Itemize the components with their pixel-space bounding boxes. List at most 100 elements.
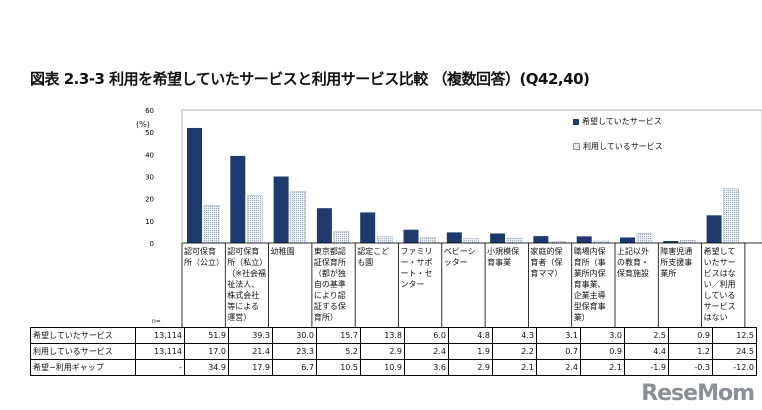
category-label: 希望していたサービスはない／利用しているサービスはない (703, 247, 736, 322)
value-cell: 2.5 (624, 327, 669, 344)
y-tick-label: 20 (145, 196, 154, 204)
bar-used (420, 237, 436, 244)
value-cell: 1.2 (668, 343, 713, 360)
value-cell: 3.6 (404, 359, 449, 376)
y-tick-label: 30 (145, 174, 154, 182)
value-cell: 3.0 (580, 327, 625, 344)
category-label: 認可保育所（私立）（※社会福祉法人、株式会社等による運営） (227, 247, 266, 322)
bar-desired (576, 236, 592, 243)
bar-used (636, 233, 653, 244)
n-cell: - (135, 359, 185, 376)
value-cell: 2.1 (492, 359, 537, 376)
value-cell: 0.9 (580, 343, 625, 360)
category-label: 認定こども園 (357, 247, 390, 267)
category-label: 上記以外の教育・保育施設 (617, 247, 649, 278)
bar-used (506, 237, 523, 244)
bar-desired (490, 233, 506, 243)
table-row: 希望していたサービス 13,114 51.9 39.3 30.0 15.7 13.8 6.0 4… (30, 327, 757, 344)
value-cell: 12.5 (712, 327, 757, 344)
row-label: 希望していたサービス (30, 327, 136, 344)
n-cell: 13,114 (135, 327, 185, 344)
y-tick-label: 40 (145, 151, 154, 159)
bar-used (203, 205, 220, 244)
category-label: 認可保育所（公立） (184, 247, 224, 267)
value-cell: 23.3 (272, 343, 317, 360)
value-cell: 51.9 (184, 327, 229, 344)
value-cell: 30.0 (272, 327, 317, 344)
value-cell: 6.0 (404, 327, 449, 344)
category-label: 障害児通所支援事業所 (660, 247, 693, 278)
bar-desired (187, 127, 202, 243)
legend-swatch-desired (573, 118, 579, 125)
n-label: n= (152, 318, 161, 325)
y-axis-unit: (%) (136, 120, 150, 129)
value-cell: 17.9 (228, 359, 273, 376)
category-label: ファミリー・サポート・センター (400, 247, 433, 289)
bar-desired (446, 232, 462, 243)
bar-used (377, 236, 393, 244)
value-cell: 0.7 (536, 343, 581, 360)
bar-desired (706, 215, 722, 243)
chart-title: 図表 2.3-3 利用を希望していたサービスと利用サービス比較 （複数回答）(Q… (30, 70, 590, 88)
value-cell: 17.0 (184, 343, 229, 360)
bar-desired (316, 208, 332, 243)
legend-label: 希望していたサービス (582, 117, 662, 126)
row-label: 希望−利用ギャップ (30, 359, 136, 376)
value-cell: 10.5 (316, 359, 361, 376)
legend-swatch-used (573, 143, 580, 150)
bar-desired (273, 176, 289, 243)
bar-desired (403, 229, 419, 243)
legend-label: 利用しているサービス (583, 142, 663, 151)
bar-desired (663, 241, 679, 243)
category-label: 小規模保育事業 (487, 247, 520, 267)
bar-used (333, 231, 350, 244)
data-table: 希望していたサービス 13,114 51.9 39.3 30.0 15.7 13.8 6.0 4… (30, 327, 757, 376)
bar-used (723, 188, 739, 244)
value-cell: -12.0 (712, 359, 757, 376)
row-label: 利用しているサービス (30, 343, 136, 360)
value-cell: 0.9 (668, 327, 713, 344)
table-row: 利用しているサービス 13,114 17.0 21.4 23.3 5.2 2.9 2.4 1.9… (30, 343, 757, 360)
resemom-logo: ReseMom (641, 381, 755, 406)
y-tick-label: 60 (145, 107, 154, 115)
value-cell: 2.2 (492, 343, 537, 360)
value-cell: 6.7 (272, 359, 317, 376)
bar-used (290, 191, 306, 244)
bar-desired (620, 237, 635, 243)
legend-used: 利用しているサービス (573, 141, 663, 152)
value-cell: -1.9 (624, 359, 669, 376)
value-cell: 2.4 (404, 343, 449, 360)
category-label: ベビーシッター (443, 247, 476, 267)
value-cell: 10.9 (360, 359, 405, 376)
bar-desired (360, 212, 376, 243)
value-cell: 4.8 (448, 327, 493, 344)
value-cell: 2.9 (448, 359, 493, 376)
y-tick-label: 10 (145, 218, 154, 226)
value-cell: 4.4 (624, 343, 669, 360)
value-cell: -0.3 (668, 359, 713, 376)
category-label: 家庭的保育者（保育ママ） (530, 247, 563, 278)
category-label: 職場内保育所（事業所内保育事業、企業主導型保育事業） (573, 247, 606, 322)
bar-desired (230, 155, 246, 243)
value-cell: 15.7 (316, 327, 361, 344)
n-cell: 13,114 (135, 343, 185, 360)
y-tick-label: 0 (150, 240, 154, 248)
value-cell: 21.4 (228, 343, 273, 360)
table-row: 希望−利用ギャップ -34.9 17.9 6.7 10.5 10.9 3.6 2.9 2.1 2.… (30, 359, 757, 376)
value-cell: 2.4 (536, 359, 581, 376)
bar-used (463, 238, 479, 244)
bar-used (247, 195, 263, 244)
value-cell: 3.1 (536, 327, 581, 344)
category-label: 東京都認証保育所（都が独自の基準により認証する保育所） (313, 247, 346, 322)
legend-desired: 希望していたサービス (573, 116, 662, 127)
value-cell: 39.3 (228, 327, 273, 344)
value-cell: 2.1 (580, 359, 625, 376)
value-cell: 5.2 (316, 343, 361, 360)
plot-area (181, 109, 762, 244)
value-cell: 1.9 (448, 343, 493, 360)
y-tick-label: 50 (145, 129, 154, 137)
value-cell: 34.9 (184, 359, 229, 376)
value-cell: 13.8 (360, 327, 405, 344)
value-cell: 2.9 (360, 343, 405, 360)
